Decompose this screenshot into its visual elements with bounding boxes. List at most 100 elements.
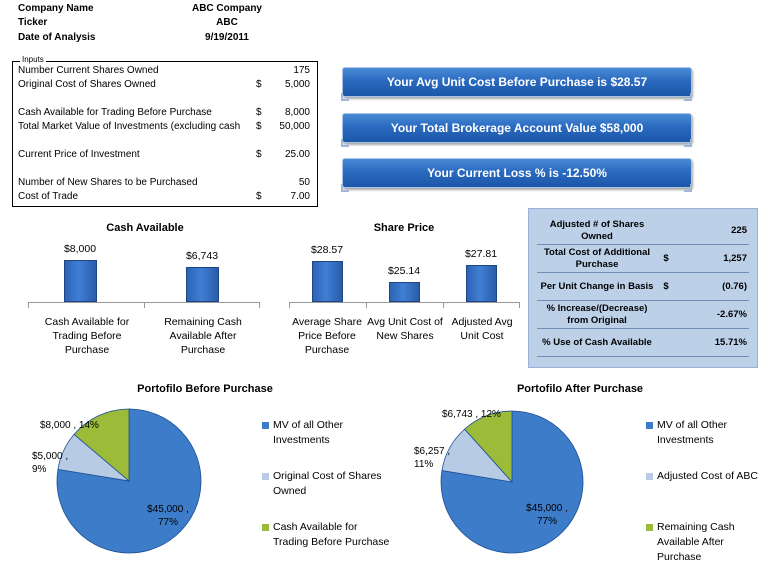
legend-item: MV of all Other Investments bbox=[262, 418, 392, 469]
ticker-label: Ticker bbox=[18, 17, 48, 28]
cash-chart-bar bbox=[63, 260, 97, 302]
inputs-title: Inputs bbox=[20, 55, 46, 64]
share-price-chart-tick bbox=[289, 302, 290, 308]
brokerage-value-banner: Your Total Brokerage Account Value $58,0… bbox=[341, 113, 692, 147]
pie-before-label-mv: $45,000 , 77% bbox=[147, 504, 189, 528]
cash-chart-title: Cash Available bbox=[106, 222, 184, 234]
ticker-value: ABC bbox=[216, 17, 238, 28]
cash-chart-category: Remaining Cash Available After Purchase bbox=[164, 316, 242, 356]
summary-row: % Increase/(Decrease) from Original -2.6… bbox=[537, 301, 749, 329]
input-currency: $ bbox=[256, 121, 262, 132]
pie-after-label-cost: $6,257 , 11% bbox=[414, 446, 451, 470]
input-currency: $ bbox=[256, 191, 262, 202]
cash-chart-tick bbox=[144, 302, 145, 308]
date-value: 9/19/2011 bbox=[205, 32, 249, 43]
pie-before-title: Portofilo Before Purchase bbox=[137, 383, 273, 395]
summary-label: Per Unit Change in Basis bbox=[540, 280, 654, 292]
input-currency: $ bbox=[256, 149, 262, 160]
summary-value: (0.76) bbox=[722, 281, 747, 292]
legend-item: Adjusted Cost of ABC bbox=[646, 469, 764, 520]
share-price-chart-category: Average Share Price Before Purchase bbox=[292, 316, 362, 356]
pie-before-legend: MV of all Other Investments Original Cos… bbox=[262, 418, 392, 550]
legend-label: Original Cost of Shares Owned bbox=[273, 470, 382, 497]
legend-label: Remaining Cash Available After Purchase bbox=[657, 521, 735, 563]
company-name-value: ABC Company bbox=[191, 3, 262, 14]
summary-row: Per Unit Change in Basis $ (0.76) bbox=[537, 273, 749, 301]
input-currency: $ bbox=[256, 79, 262, 90]
cash-chart-tick bbox=[28, 302, 29, 308]
pie-before-chart bbox=[56, 408, 202, 554]
input-label-current-price: Current Price of Investment bbox=[18, 149, 140, 160]
share-price-chart-axis bbox=[289, 302, 520, 303]
legend-swatch bbox=[262, 524, 269, 531]
input-value-market-value[interactable]: 50,000 bbox=[279, 121, 310, 132]
input-label-original-cost: Original Cost of Shares Owned bbox=[18, 79, 156, 90]
pie-after-title: Portofilo After Purchase bbox=[516, 383, 644, 395]
share-price-chart-category: Avg Unit Cost of New Shares bbox=[367, 316, 443, 342]
cash-chart-category: Cash Available for Trading Before Purcha… bbox=[44, 316, 130, 356]
summary-label: % Use of Cash Available bbox=[542, 336, 652, 348]
summary-currency: $ bbox=[663, 281, 669, 292]
pie-before-label-cash: $8,000 , 14% bbox=[40, 420, 99, 431]
summary-value: 15.71% bbox=[714, 337, 747, 348]
input-value-cost-of-trade[interactable]: 7.00 bbox=[290, 191, 310, 202]
legend-swatch bbox=[262, 473, 269, 480]
summary-label: % Increase/(Decrease) from Original bbox=[546, 302, 648, 326]
share-price-chart-title: Share Price bbox=[373, 222, 435, 234]
share-price-chart-tick bbox=[443, 302, 444, 308]
pie-after-label-mv: $45,000 , 77% bbox=[526, 503, 568, 527]
cash-chart-tick bbox=[259, 302, 260, 308]
legend-item: Cash Available for Trading Before Purcha… bbox=[262, 520, 392, 550]
avg-unit-cost-banner: Your Avg Unit Cost Before Purchase is $2… bbox=[341, 67, 692, 101]
share-price-chart-data-label: $27.81 bbox=[464, 248, 498, 261]
date-label: Date of Analysis bbox=[18, 32, 96, 43]
share-price-chart-tick bbox=[366, 302, 367, 308]
pie-after-label-cash: $6,743 , 12% bbox=[442, 409, 501, 420]
summary-label: Total Cost of Additional Purchase bbox=[543, 246, 651, 270]
summary-row: % Use of Cash Available 15.71% bbox=[537, 329, 749, 357]
legend-swatch bbox=[646, 473, 653, 480]
pie-before-slice bbox=[73, 408, 130, 482]
pie-after-legend: MV of all Other Investments Adjusted Cos… bbox=[646, 418, 764, 565]
summary-value: 225 bbox=[731, 225, 747, 236]
legend-swatch bbox=[262, 422, 269, 429]
cash-chart-data-label: $6,743 bbox=[185, 249, 219, 262]
input-label-cost-of-trade: Cost of Trade bbox=[18, 191, 79, 202]
share-price-chart-bar bbox=[388, 282, 420, 302]
summary-row: Adjusted # of Shares Owned 225 bbox=[537, 217, 749, 245]
input-value-current-price[interactable]: 25.00 bbox=[284, 149, 310, 160]
input-value-original-cost[interactable]: 5,000 bbox=[284, 79, 310, 90]
input-label-new-shares: Number of New Shares to be Purchased bbox=[18, 177, 198, 188]
cash-chart-bar bbox=[185, 266, 219, 302]
input-value-shares-owned[interactable]: 175 bbox=[293, 65, 310, 76]
input-value-new-shares[interactable]: 50 bbox=[298, 177, 310, 188]
legend-label: MV of all Other Investments bbox=[657, 419, 728, 446]
input-label-shares-owned: Number Current Shares Owned bbox=[18, 65, 159, 76]
input-label-market-value: Total Market Value of Investments (exclu… bbox=[18, 121, 241, 132]
legend-label: Cash Available for Trading Before Purcha… bbox=[273, 521, 390, 548]
company-name-label: Company Name bbox=[18, 3, 94, 14]
legend-swatch bbox=[646, 524, 653, 531]
legend-label: MV of all Other Investments bbox=[273, 419, 344, 446]
legend-item: MV of all Other Investments bbox=[646, 418, 764, 469]
summary-value: -2.67% bbox=[716, 309, 747, 320]
summary-value: 1,257 bbox=[723, 253, 747, 264]
legend-label: Adjusted Cost of ABC bbox=[657, 470, 758, 482]
input-value-cash-available[interactable]: 8,000 bbox=[284, 107, 310, 118]
summary-panel: Adjusted # of Shares Owned 225 Total Cos… bbox=[528, 208, 758, 368]
summary-row: Total Cost of Additional Purchase $ 1,25… bbox=[537, 245, 749, 273]
legend-swatch bbox=[646, 422, 653, 429]
inputs-panel bbox=[12, 61, 318, 207]
pie-after-chart bbox=[440, 410, 584, 554]
pie-after-slice bbox=[464, 410, 513, 484]
share-price-chart-tick bbox=[519, 302, 520, 308]
legend-item: Remaining Cash Available After Purchase bbox=[646, 520, 764, 565]
input-label-cash-available: Cash Available for Trading Before Purcha… bbox=[18, 107, 212, 118]
share-price-chart-data-label: $25.14 bbox=[387, 265, 421, 278]
share-price-chart-bar bbox=[465, 265, 497, 302]
input-currency: $ bbox=[256, 107, 262, 118]
summary-label: Adjusted # of Shares Owned bbox=[549, 218, 645, 242]
share-price-chart-bar bbox=[311, 260, 343, 302]
pie-before-label-cost: $5,000 , 9% bbox=[32, 451, 69, 475]
share-price-chart-data-label: $28.57 bbox=[310, 243, 344, 256]
